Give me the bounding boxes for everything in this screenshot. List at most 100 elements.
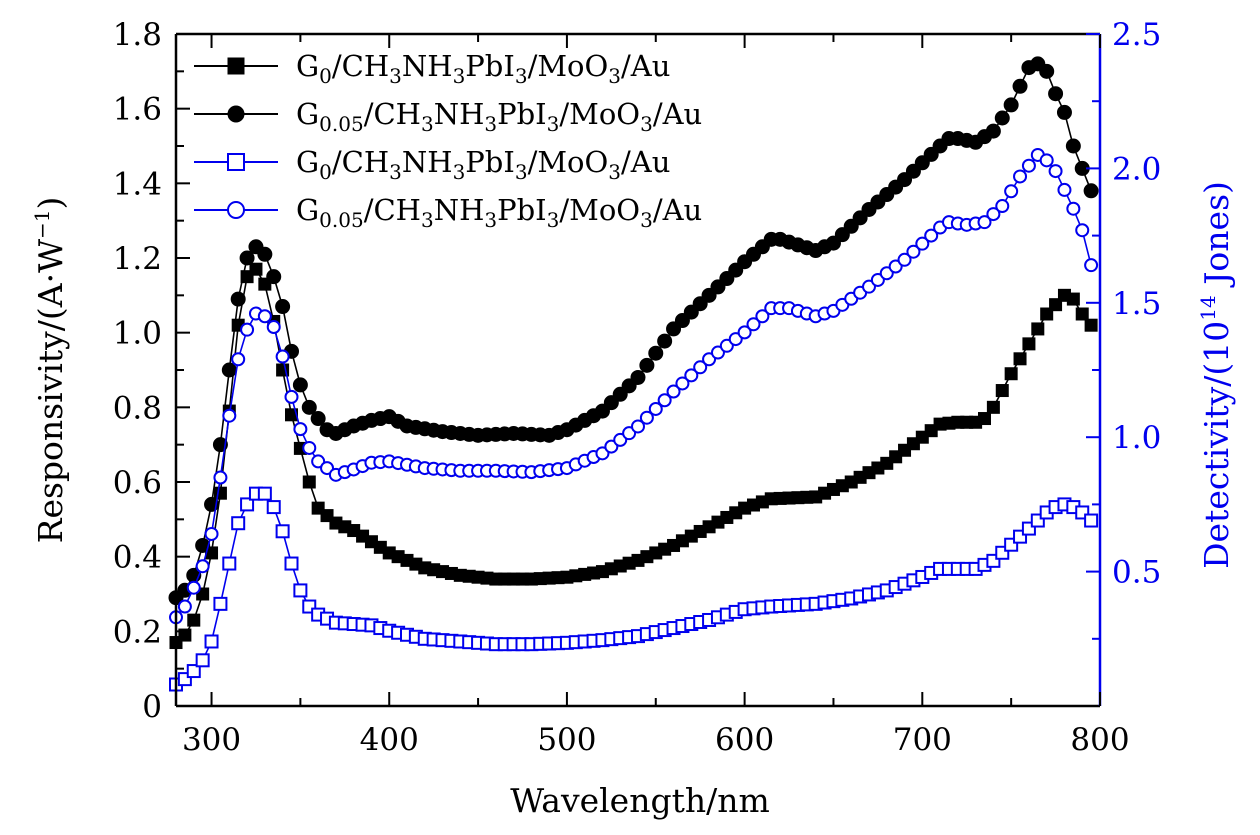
data-point	[631, 419, 645, 434]
y-left-tick-label: 1.8	[113, 17, 162, 53]
legend-marker	[227, 105, 245, 123]
data-point	[266, 319, 281, 334]
data-point	[266, 269, 282, 285]
data-point	[257, 309, 272, 324]
legend-label-part: /CH	[364, 193, 421, 227]
data-point	[684, 368, 699, 383]
data-point	[257, 246, 273, 262]
data-point	[257, 486, 272, 501]
data-point	[924, 228, 939, 243]
x-tick-label: 400	[360, 722, 419, 758]
series-3	[169, 147, 1099, 625]
x-tick-label: 500	[537, 722, 596, 758]
data-point	[213, 486, 227, 500]
legend-label-subscript: 3	[640, 112, 653, 136]
data-point	[1065, 138, 1081, 154]
data-point	[986, 400, 1000, 414]
data-point	[195, 537, 211, 553]
data-point	[293, 422, 308, 437]
y-left-tick-label: 1.2	[113, 241, 162, 277]
data-point	[986, 207, 1001, 222]
legend-label-part: NH	[434, 193, 485, 227]
legend-marker	[227, 153, 245, 171]
x-tick-label: 700	[893, 722, 952, 758]
data-point	[1039, 153, 1054, 168]
data-point	[1021, 158, 1036, 173]
data-point	[1004, 367, 1018, 381]
y-left-tick-label: 0.8	[113, 390, 162, 426]
axes-layer: 300 400 500 600 700 80000.20.40.60.81.01.21.4…	[113, 17, 1162, 758]
legend-label-part: /Au	[653, 193, 702, 227]
y-left-tick-label: 0.6	[113, 465, 162, 501]
legend-label-subscript: 3	[515, 160, 528, 184]
legend-label-part: /CH	[364, 97, 421, 131]
y-right-tick-label: 2.0	[1112, 151, 1161, 187]
data-point	[266, 500, 281, 515]
legend-label-part: G	[296, 145, 319, 179]
data-point	[977, 215, 992, 230]
legend-label-part: PbI	[497, 97, 547, 131]
data-point	[1013, 169, 1028, 184]
data-point	[222, 556, 237, 571]
data-point	[230, 291, 246, 307]
series-line	[175, 492, 1092, 686]
legend-label-subscript: 3	[608, 160, 621, 184]
legend-label-subscript: 0.05	[319, 208, 364, 232]
data-point	[240, 322, 255, 337]
legend-label-subscript: 3	[389, 160, 402, 184]
data-point	[221, 362, 237, 378]
data-point	[657, 333, 673, 349]
legend-label-subscript: 3	[484, 208, 497, 232]
legend-label-subscript: 3	[453, 64, 466, 88]
data-point	[231, 352, 246, 367]
y-axis-left-label: Responsivity/(A·W−1)	[30, 197, 70, 544]
legend-marker	[227, 57, 245, 75]
data-point	[995, 384, 1009, 398]
data-point	[275, 349, 290, 364]
data-point	[737, 325, 752, 340]
legend-item: G0/CH3NH3PbI3/MoO3/Au	[194, 145, 670, 184]
data-point	[275, 299, 291, 315]
data-point	[1013, 352, 1027, 366]
data-point	[195, 559, 210, 574]
data-point	[213, 596, 228, 611]
legend-label: G0.05/CH3NH3PbI3/MoO3/Au	[296, 97, 702, 136]
data-point	[915, 236, 930, 251]
legend-label-part: PbI	[497, 193, 547, 227]
data-point	[302, 440, 317, 455]
legend-label-subscript: 3	[421, 208, 434, 232]
data-point	[186, 664, 201, 679]
data-point	[239, 250, 255, 266]
legend-label-subscript: 3	[421, 112, 434, 136]
data-point	[1084, 258, 1099, 273]
data-point	[639, 410, 654, 425]
y-left-tick-label: 1.6	[113, 92, 162, 128]
data-point	[275, 524, 290, 539]
y-axis-right-label-sup: 14	[1196, 295, 1220, 320]
data-point	[310, 411, 326, 427]
y-axis-right-label-base: Detectivity/(10	[1197, 321, 1236, 569]
y-axis-right-label: Detectivity/(1014 Jones)	[1196, 181, 1236, 569]
legend-label-part: G	[296, 97, 319, 131]
data-point	[648, 345, 664, 361]
x-axis-label: Wavelength/nm	[510, 781, 770, 820]
legend-label-part: /CH	[332, 49, 389, 83]
data-point	[285, 408, 298, 422]
x-tick-label: 800	[1070, 722, 1129, 758]
data-point	[1066, 201, 1081, 216]
legend-label-subscript: 3	[453, 160, 466, 184]
legend-item: G0.05/CH3NH3PbI3/MoO3/Au	[194, 97, 702, 136]
legend-label-part: PbI	[465, 145, 515, 179]
data-point	[301, 399, 317, 415]
data-point	[204, 634, 219, 649]
data-point	[195, 653, 210, 668]
legend-marker	[227, 201, 245, 219]
legend-label-part: NH	[402, 145, 453, 179]
data-point	[897, 252, 912, 267]
series-2	[169, 486, 1099, 692]
data-point	[746, 317, 761, 332]
data-point	[1084, 513, 1099, 528]
legend-label-part: /MoO	[528, 49, 609, 83]
legend-item: G0.05/CH3NH3PbI3/MoO3/Au	[194, 193, 702, 232]
data-point	[675, 376, 690, 391]
